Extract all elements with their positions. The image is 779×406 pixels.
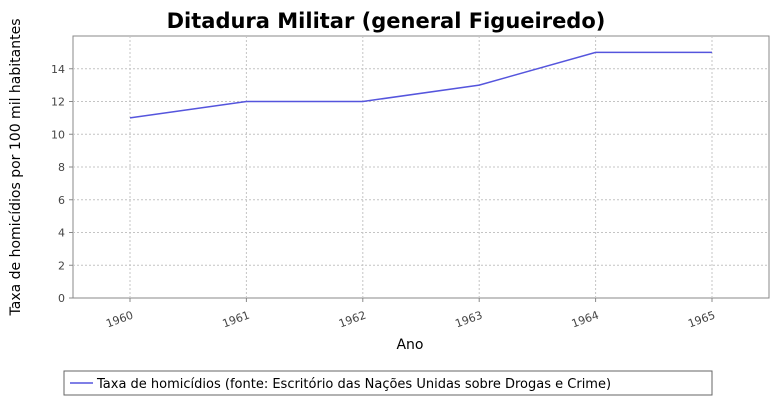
y-tick-label: 2 — [58, 259, 65, 272]
y-tick-label: 6 — [58, 194, 65, 207]
legend-box — [63, 370, 713, 396]
chart-title: Ditadura Militar (general Figueiredo) — [167, 9, 606, 33]
y-axis-label: Taxa de homicídios por 100 mil habitante… — [8, 19, 24, 317]
series-group — [129, 51, 712, 119]
series-line — [129, 51, 712, 119]
y-axis-ticks: 0 2 4 6 8 10 12 14 — [51, 63, 73, 305]
y-tick-label: 10 — [51, 128, 65, 141]
x-tick-label: 1965 — [686, 309, 717, 331]
x-tick-label: 1963 — [453, 309, 484, 331]
legend-label: Taxa de homicídios (fonte: Escritório da… — [96, 377, 611, 392]
y-tick-label: 8 — [58, 161, 65, 174]
y-tick-label: 12 — [51, 96, 65, 109]
x-tick-label: 1960 — [104, 309, 135, 331]
x-tick-label: 1961 — [221, 309, 252, 331]
y-tick-label: 14 — [51, 63, 65, 76]
grid — [73, 36, 769, 298]
y-tick-label: 0 — [58, 292, 65, 305]
x-tick-label: 1964 — [570, 309, 601, 331]
x-tick-label: 1962 — [337, 309, 368, 331]
y-tick-label: 4 — [58, 227, 65, 240]
legend: Taxa de homicídios (fonte: Escritório da… — [63, 370, 713, 396]
x-axis-ticks: 1960 1961 1962 1963 1964 1965 — [104, 298, 717, 330]
x-axis-label: Ano — [396, 337, 423, 353]
